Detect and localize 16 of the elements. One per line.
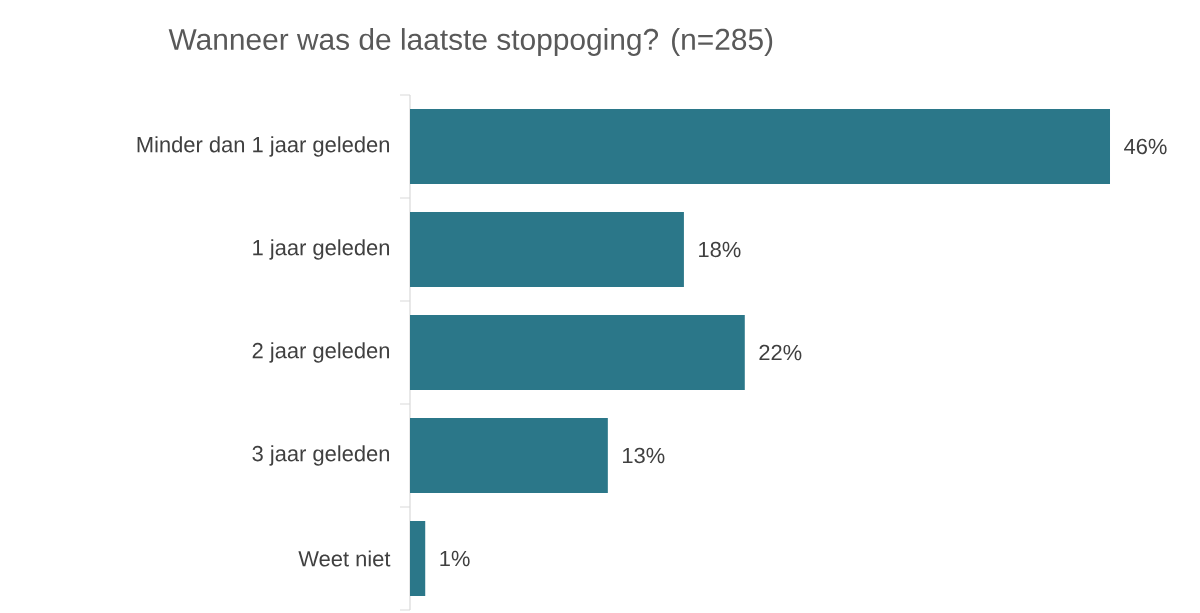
y-tick-label: 2 jaar geleden (252, 342, 390, 363)
data-label: 13% (623, 447, 665, 464)
bar (410, 520, 426, 597)
y-tick-label: 3 jaar geleden (252, 445, 390, 466)
bar (410, 108, 1110, 185)
y-tick-label: 1 jaar geleden (253, 239, 390, 260)
y-tick-label: Minder dan 1 jaar geleden (137, 136, 389, 157)
chart-title: Wanneer was de laatste stoppoging? (n=285) (168, 28, 773, 56)
bar (410, 314, 745, 391)
y-tick-label: Weet niet (298, 550, 391, 567)
data-label: 22% (759, 344, 802, 361)
data-label: 18% (699, 241, 741, 258)
bar (410, 211, 684, 288)
data-label: 1% (440, 550, 470, 567)
bar (410, 417, 608, 494)
data-label: 46% (1124, 138, 1167, 155)
